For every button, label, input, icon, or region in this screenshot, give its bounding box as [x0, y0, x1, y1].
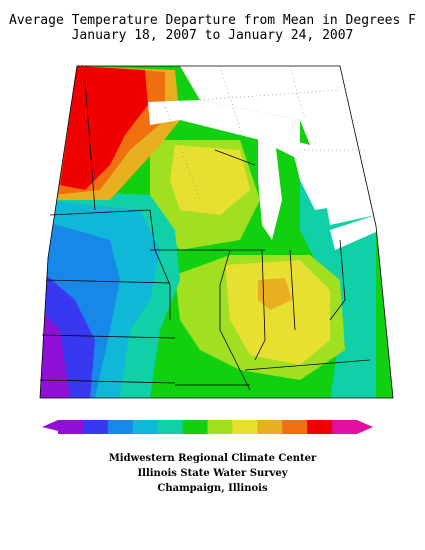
border-ky-tn	[244, 359, 371, 371]
legend-tick-label: -6	[69, 439, 79, 440]
border-mn-west	[84, 79, 96, 211]
departure-zone-red-northwest	[60, 66, 148, 190]
canada-area	[180, 66, 376, 225]
legend-swatch-3	[132, 420, 159, 434]
temperature-departure-map	[39, 64, 394, 399]
legend-tick-label: 2	[271, 439, 277, 440]
lake-superior	[148, 100, 300, 160]
border-mi-wi	[214, 149, 256, 166]
lake-erie	[330, 215, 376, 250]
legend: -6 -5 -4 -3 -2 -1 0 1 2 3 4 5	[42, 420, 373, 440]
legend-tick-label: -1	[194, 439, 204, 440]
graticule-lon-1	[77, 64, 111, 67]
legend-swatch-11	[332, 420, 358, 434]
graticule	[77, 64, 365, 201]
legend-swatch-0	[58, 420, 84, 434]
border-oh-east	[329, 239, 346, 321]
legend-tick-label: -3	[144, 439, 154, 440]
legend-swatch-9	[282, 420, 308, 434]
credit-survey: Illinois State Water Survey	[137, 468, 288, 479]
legend-tick-label: 5	[345, 439, 351, 440]
departure-zone-yellow-central	[170, 145, 250, 215]
legend-tick-label: 0	[221, 439, 227, 440]
legend-swatch-6	[207, 420, 233, 434]
map-date-range: January 18, 2007 to January 24, 2007	[71, 28, 354, 43]
legend-swatch-8	[257, 420, 283, 434]
legend-arrow-right	[357, 420, 373, 434]
legend-tick-label: -4	[119, 439, 129, 440]
border-ne-ks	[41, 334, 176, 339]
legend-tick-label: -5	[94, 439, 104, 440]
border-il-in	[254, 249, 266, 361]
lake-michigan	[258, 135, 282, 240]
legend-swatch-10	[307, 420, 333, 434]
legend-tick-label: 3	[296, 439, 302, 440]
credit-center: Midwestern Regional Climate Center	[108, 453, 317, 464]
border-ks-ok	[39, 379, 176, 384]
legend-swatch-7	[232, 420, 258, 434]
border-mississippi	[219, 249, 251, 391]
legend-swatch-4	[157, 420, 184, 434]
legend-swatch-1	[82, 420, 109, 434]
map-frame	[39, 65, 394, 399]
border-iowa-west	[149, 209, 171, 320]
border-sd-ne	[45, 279, 171, 284]
legend-swatch-5	[182, 420, 208, 434]
graticule-lat-2	[219, 65, 251, 161]
legend-swatch-2	[107, 420, 134, 434]
border-in-oh	[289, 249, 296, 331]
legend-tick-label: -2	[169, 439, 179, 440]
graticule-lon-2	[199, 89, 341, 101]
departure-zone-purple-southwest	[40, 310, 70, 398]
legend-tick-label: 4	[320, 439, 326, 440]
legend-tick-label: 1	[246, 439, 252, 440]
credit-location: Champaign, Illinois	[157, 483, 268, 494]
departure-zone-darkyellow-indiana	[258, 278, 292, 310]
state-borders	[39, 65, 394, 399]
map-title: Average Temperature Departure from Mean …	[9, 13, 416, 28]
departure-zone-yellow-south	[225, 260, 330, 365]
graticule-lat-3	[289, 65, 306, 121]
border-dakotas	[49, 209, 151, 216]
